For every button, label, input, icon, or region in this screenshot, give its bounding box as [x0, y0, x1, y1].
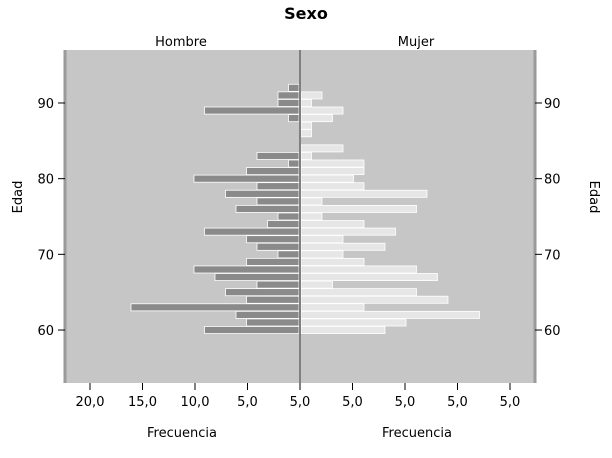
x-tick-label-left-0: 5,0 — [290, 395, 311, 410]
bar-hombre-63 — [130, 303, 300, 312]
bar-hombre-65 — [225, 288, 300, 297]
bar-hombre-62 — [235, 310, 300, 319]
bar-mujer-81 — [300, 167, 365, 176]
x-axis-label-right: Frecuencia — [382, 426, 452, 441]
bar-mujer-73 — [300, 227, 396, 236]
bar-mujer-70 — [300, 250, 344, 259]
bar-hombre-89 — [204, 106, 300, 115]
bar-mujer-72 — [300, 235, 344, 244]
bar-mujer-78 — [300, 189, 428, 198]
bar-hombre-66 — [256, 280, 300, 289]
bar-mujer-89 — [300, 106, 344, 115]
bar-hombre-72 — [246, 235, 300, 244]
bar-mujer-74 — [300, 220, 365, 229]
bar-hombre-70 — [277, 250, 300, 259]
y-tick-label-right-90: 90 — [544, 97, 561, 112]
bar-hombre-76 — [235, 204, 300, 213]
panel-label-mujer: Mujer — [398, 35, 435, 50]
bar-mujer-67 — [300, 273, 438, 281]
bar-mujer-86 — [300, 129, 312, 138]
bar-mujer-71 — [300, 242, 386, 251]
panel-label-hombre: Hombre — [155, 35, 207, 50]
x-tick-label-left-20: 20,0 — [76, 395, 105, 410]
bar-mujer-91 — [300, 91, 323, 100]
bar-mujer-68 — [300, 265, 417, 274]
bar-mujer-60 — [300, 326, 386, 334]
bar-hombre-68 — [193, 265, 300, 274]
bar-hombre-79 — [256, 182, 300, 191]
bar-hombre-71 — [256, 242, 300, 251]
y-tick-label-left-60: 60 — [37, 324, 54, 339]
bar-mujer-90 — [300, 99, 312, 107]
bar-hombre-73 — [204, 227, 300, 236]
x-tick-label-left-15: 15,0 — [128, 395, 157, 410]
bar-hombre-82 — [288, 159, 300, 168]
bar-mujer-79 — [300, 182, 365, 191]
bar-hombre-69 — [246, 257, 300, 266]
bar-mujer-66 — [300, 280, 333, 289]
bar-hombre-91 — [277, 91, 300, 100]
bar-mujer-83 — [300, 152, 312, 160]
bar-mujer-61 — [300, 318, 407, 327]
bar-hombre-88 — [288, 114, 300, 123]
bar-hombre-60 — [204, 326, 300, 334]
x-axis-label-left: Frecuencia — [147, 426, 217, 441]
bar-mujer-69 — [300, 257, 365, 266]
y-tick-label-left-90: 90 — [37, 97, 54, 112]
bar-mujer-80 — [300, 174, 354, 183]
y-axis-label-right: Edad — [586, 181, 601, 214]
bar-hombre-80 — [193, 174, 300, 183]
bar-mujer-88 — [300, 114, 333, 123]
y-tick-label-left-80: 80 — [37, 173, 54, 188]
bar-hombre-81 — [246, 167, 300, 176]
bar-hombre-90 — [277, 99, 300, 107]
bar-hombre-77 — [256, 197, 300, 206]
bar-mujer-62 — [300, 310, 480, 319]
y-tick-label-left-70: 70 — [37, 248, 54, 263]
bar-hombre-64 — [246, 295, 300, 304]
bars-group — [130, 83, 480, 334]
chart-title: Sexo — [284, 4, 328, 23]
bar-mujer-64 — [300, 295, 449, 304]
bar-hombre-75 — [277, 212, 300, 221]
x-tick-label-right-20: 5,0 — [500, 395, 521, 410]
y-tick-label-right-70: 70 — [544, 248, 561, 263]
bar-mujer-77 — [300, 197, 323, 206]
bar-hombre-83 — [256, 152, 300, 160]
bar-mujer-75 — [300, 212, 323, 221]
y-tick-label-right-80: 80 — [544, 173, 561, 188]
bar-mujer-82 — [300, 159, 365, 168]
bar-hombre-78 — [225, 189, 300, 198]
x-tick-label-right-5: 5,0 — [342, 395, 363, 410]
bar-hombre-67 — [214, 273, 300, 281]
bar-hombre-74 — [267, 220, 300, 229]
bar-hombre-92 — [288, 83, 300, 92]
bar-mujer-84 — [300, 144, 344, 153]
x-tick-label-right-15: 5,0 — [447, 395, 468, 410]
y-axis-ticks: 60 60 70 70 80 80 90 90 — [37, 97, 560, 339]
bar-mujer-63 — [300, 303, 365, 312]
bar-mujer-76 — [300, 204, 417, 213]
x-tick-label-left-5: 5,0 — [237, 395, 258, 410]
x-tick-label-left-10: 10,0 — [181, 395, 210, 410]
bar-hombre-61 — [246, 318, 300, 327]
bar-mujer-65 — [300, 288, 417, 297]
bar-mujer-87 — [300, 121, 312, 130]
y-axis-label-left: Edad — [11, 181, 26, 214]
y-tick-label-right-60: 60 — [544, 324, 561, 339]
x-axis-ticks: 20,0 15,0 10,0 5,0 5,0 5,0 5,0 5,0 5,0 — [76, 383, 521, 410]
x-tick-label-right-10: 5,0 — [395, 395, 416, 410]
